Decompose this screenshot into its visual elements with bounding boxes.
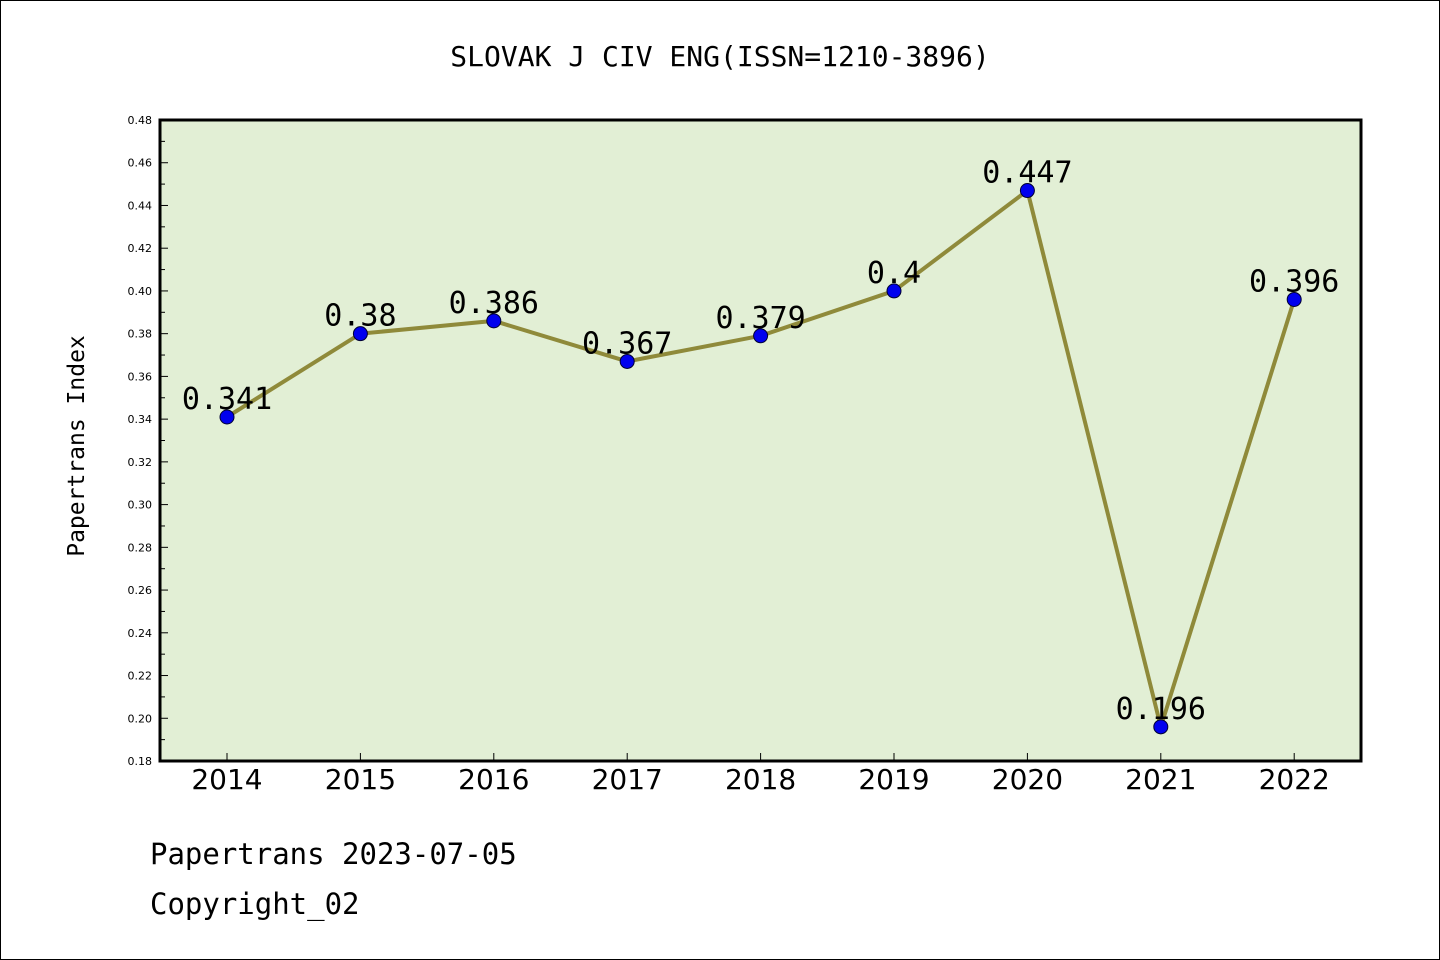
data-point — [886, 283, 902, 299]
y-tick-label: 0.20 — [128, 712, 153, 725]
y-axis-label: Papertrans Index — [64, 335, 90, 557]
x-tick-label: 2016 — [458, 763, 529, 796]
y-axis: 0.18 0.20 0.22 0.24 0.26 0.28 0.30 0.32 0.34 0.36… — [128, 114, 168, 768]
data-label: 0.386 — [449, 286, 539, 321]
data-point — [753, 328, 769, 344]
plot-border — [158, 118, 1363, 763]
x-tick-label: 2018 — [725, 763, 796, 796]
chart-title: SLOVAK J CIV ENG(ISSN=1210-3896) — [450, 40, 989, 73]
data-point — [1286, 291, 1302, 307]
data-label: 0.367 — [582, 326, 672, 361]
x-axis: 2014 2015 2016 2017 2018 2019 2020 2021 2022 — [191, 753, 1330, 796]
y-tick-label: 0.24 — [128, 627, 153, 640]
y-tick-label: 0.46 — [128, 157, 153, 170]
data-labels: 0.341 0.38 0.386 0.367 0.379 0.4 0.447 0.196 0.3… — [182, 156, 1340, 727]
data-label: 0.196 — [1116, 692, 1206, 727]
data-point — [1019, 183, 1035, 199]
x-tick-label: 2014 — [191, 763, 262, 796]
data-point — [619, 353, 635, 369]
y-tick-label: 0.32 — [128, 456, 153, 469]
y-tick-label: 0.30 — [128, 499, 153, 512]
y-tick-label: 0.48 — [128, 114, 153, 127]
x-tick-label: 2022 — [1259, 763, 1330, 796]
x-tick-label: 2015 — [325, 763, 396, 796]
y-tick-label: 0.28 — [128, 541, 153, 554]
data-point — [219, 409, 235, 425]
data-point — [352, 326, 368, 342]
y-tick-label: 0.40 — [128, 285, 153, 298]
data-label: 0.447 — [982, 156, 1072, 191]
data-point — [1153, 719, 1169, 735]
data-label: 0.341 — [182, 382, 272, 417]
y-tick-label: 0.36 — [128, 370, 153, 383]
data-label: 0.4 — [867, 256, 921, 291]
y-tick-label: 0.42 — [128, 242, 153, 255]
plot-area — [160, 120, 1361, 761]
y-tick-label: 0.44 — [128, 199, 153, 212]
x-tick-label: 2020 — [992, 763, 1063, 796]
data-label: 0.396 — [1249, 264, 1339, 299]
data-label: 0.379 — [715, 301, 805, 336]
y-tick-label: 0.34 — [128, 413, 153, 426]
data-point — [486, 313, 502, 329]
data-label: 0.38 — [324, 299, 396, 334]
footer-copyright: Copyright_02 — [150, 887, 360, 922]
x-tick-label: 2021 — [1125, 763, 1196, 796]
x-tick-label: 2017 — [592, 763, 663, 796]
x-tick-label: 2019 — [858, 763, 929, 796]
y-tick-label: 0.38 — [128, 328, 153, 341]
footer-date: Papertrans 2023-07-05 — [150, 837, 517, 871]
y-tick-label: 0.18 — [128, 755, 153, 768]
y-tick-label: 0.26 — [128, 584, 153, 597]
y-tick-label: 0.22 — [128, 670, 153, 683]
series-markers — [219, 183, 1302, 735]
